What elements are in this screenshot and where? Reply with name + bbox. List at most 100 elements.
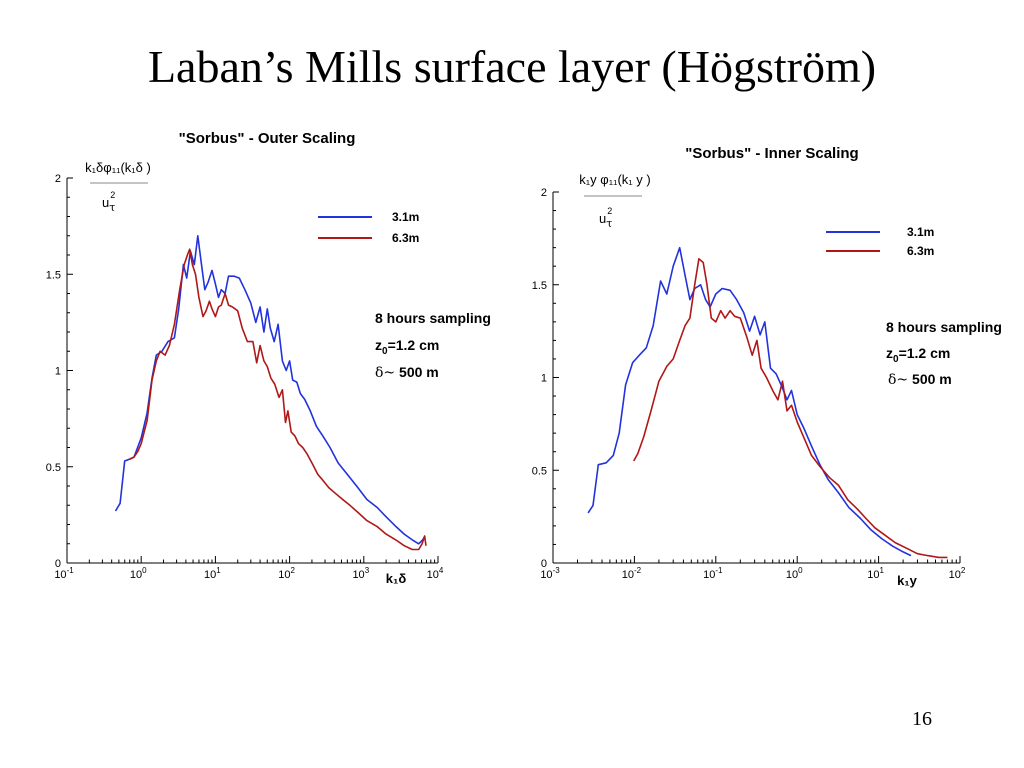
- series-line-6-3m: [633, 258, 948, 559]
- x-axis-ticks: 10-3 10-2 10-1 100 101 102: [540, 556, 966, 581]
- series-line-3-1m: [114, 235, 426, 545]
- series-line-6-3m: [129, 248, 427, 551]
- x-tick-label-base: 10: [622, 569, 634, 581]
- y-tick-label: 1.5: [532, 280, 547, 292]
- data-series: [114, 235, 427, 551]
- y-tick-label: 1: [541, 373, 547, 385]
- legend: 3.1m 6.3m: [318, 210, 419, 245]
- x-tick-label-exponent: 0: [798, 566, 803, 575]
- annotation-sampling: 8 hours sampling: [886, 319, 1002, 335]
- x-tick-label: 103: [352, 566, 369, 581]
- slide-title: Laban’s Mills surface layer (Högström): [147, 41, 877, 92]
- y-axis-label-denominator-sup: 2: [110, 190, 115, 200]
- y-tick-label: 0.5: [46, 462, 61, 474]
- annotation-delta-symbol: δ~: [888, 372, 908, 388]
- annotation-roughness-prefix: z: [375, 337, 382, 353]
- y-axis-label-denominator-base: u: [599, 211, 606, 226]
- annotation-roughness-value: =1.2 cm: [388, 337, 440, 353]
- y-tick-label: 2: [541, 187, 547, 199]
- annotation-roughness: z0=1.2 cm: [886, 345, 950, 365]
- annotation-delta: δ~ 500 m: [888, 371, 952, 388]
- y-tick-label: 1.5: [46, 269, 61, 281]
- y-axis-label-denominator-sub: τ: [109, 201, 115, 214]
- y-axis-ticks: 0 0.5 1 1.5 2: [46, 173, 73, 570]
- x-axis-label: k₁y: [897, 573, 918, 588]
- annotation-roughness-value: =1.2 cm: [899, 345, 951, 361]
- x-tick-label: 10-3: [540, 566, 560, 581]
- legend-label-6-3m: 6.3m: [392, 231, 419, 245]
- y-tick-label: 2: [55, 173, 61, 185]
- x-tick-label: 101: [204, 566, 221, 581]
- y-tick-label: 0: [541, 558, 547, 570]
- legend-label-3-1m: 3.1m: [392, 210, 419, 224]
- x-tick-label-exponent: 1: [879, 566, 884, 575]
- x-tick-label-exponent: -3: [553, 566, 561, 575]
- y-tick-label: 1: [55, 366, 61, 378]
- x-tick-label-exponent: 4: [439, 566, 444, 575]
- annotation-delta-symbol: δ~: [375, 365, 395, 381]
- annotations: 8 hours sampling z0=1.2 cm δ~ 500 m: [886, 319, 1002, 388]
- chart-title: "Sorbus" - Inner Scaling: [685, 145, 858, 162]
- annotation-roughness-sub: 0: [382, 346, 388, 357]
- x-tick-label-base: 10: [703, 569, 715, 581]
- annotation-sampling: 8 hours sampling: [375, 310, 491, 326]
- x-tick-label-exponent: -1: [67, 566, 75, 575]
- x-tick-label-exponent: 2: [290, 566, 295, 575]
- y-axis-label-denominator-sub: τ: [606, 217, 612, 230]
- annotation-roughness-prefix: z: [886, 345, 893, 361]
- y-axis-label-denominator-sup: 2: [607, 206, 612, 216]
- x-tick-label: 104: [427, 566, 444, 581]
- x-tick-label-base: 10: [949, 569, 961, 581]
- annotation-delta-value: 500 m: [908, 371, 952, 387]
- series-line-3-1m: [587, 246, 912, 557]
- legend-label-3-1m: 3.1m: [907, 225, 934, 239]
- x-tick-label-exponent: 2: [961, 566, 966, 575]
- annotation-delta-value: 500 m: [395, 364, 439, 380]
- data-series: [587, 246, 948, 559]
- legend: 3.1m 6.3m: [826, 225, 934, 258]
- x-tick-label: 10-2: [622, 566, 642, 581]
- annotation-roughness-sub: 0: [893, 354, 899, 365]
- y-axis-label-denominator: u2 τ: [599, 206, 612, 230]
- x-tick-label: 101: [867, 566, 884, 581]
- x-tick-label-base: 10: [130, 569, 142, 581]
- x-tick-label: 10-1: [703, 566, 723, 581]
- x-tick-label-exponent: 1: [216, 566, 221, 575]
- x-tick-label-base: 10: [427, 569, 439, 581]
- annotation-delta: δ~ 500 m: [375, 364, 439, 381]
- x-tick-label-base: 10: [204, 569, 216, 581]
- y-axis-label-numerator: k₁δφ₁₁(k₁δ ): [85, 160, 151, 175]
- x-tick-label-exponent: 0: [142, 566, 147, 575]
- y-tick-label: 0: [55, 558, 61, 570]
- y-tick-label: 0.5: [532, 465, 547, 477]
- x-axis-ticks: 10-1 100 101 102 103 104: [54, 556, 444, 581]
- annotation-roughness: z0=1.2 cm: [375, 337, 439, 357]
- x-tick-label: 100: [130, 566, 147, 581]
- x-axis-label: k₁δ: [386, 571, 407, 586]
- page-number: 16: [912, 708, 932, 730]
- x-tick-label-base: 10: [867, 569, 879, 581]
- y-axis-label: k₁δφ₁₁(k₁δ ) u2 τ: [85, 160, 151, 214]
- x-tick-label: 10-1: [54, 566, 74, 581]
- y-axis-ticks: 0 0.5 1 1.5 2: [532, 187, 559, 570]
- chart-title: "Sorbus" - Outer Scaling: [179, 130, 356, 147]
- x-tick-label-exponent: -1: [715, 566, 723, 575]
- x-tick-label-base: 10: [278, 569, 290, 581]
- x-tick-label-base: 10: [54, 569, 66, 581]
- y-axis-label-numerator: k₁y φ₁₁(k₁ y ): [579, 172, 650, 187]
- annotations: 8 hours sampling z0=1.2 cm δ~ 500 m: [375, 310, 491, 381]
- x-tick-label-base: 10: [352, 569, 364, 581]
- inner-scaling-chart: "Sorbus" - Inner Scaling k₁y φ₁₁(k₁ y ) …: [532, 145, 1002, 588]
- legend-label-6-3m: 6.3m: [907, 244, 934, 258]
- y-axis-label: k₁y φ₁₁(k₁ y ) u2 τ: [579, 172, 650, 230]
- x-tick-label-exponent: -2: [634, 566, 642, 575]
- x-tick-label: 102: [278, 566, 295, 581]
- x-tick-label: 100: [786, 566, 803, 581]
- y-axis-label-denominator: u2 τ: [102, 190, 115, 214]
- y-axis-label-denominator-base: u: [102, 195, 109, 210]
- x-tick-label-base: 10: [540, 569, 552, 581]
- x-tick-label-base: 10: [786, 569, 798, 581]
- x-tick-label: 102: [949, 566, 966, 581]
- x-tick-label-exponent: 3: [365, 566, 370, 575]
